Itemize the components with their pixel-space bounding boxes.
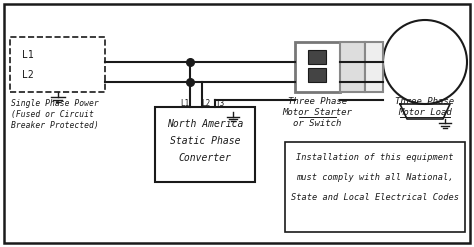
Text: North America: North America <box>167 119 243 129</box>
Text: Converter: Converter <box>179 153 231 163</box>
Text: Motor Starter: Motor Starter <box>283 108 353 117</box>
Text: or Switch: or Switch <box>293 119 342 128</box>
Text: must comply with all National,: must comply with all National, <box>296 173 454 182</box>
Text: Static Phase: Static Phase <box>170 136 240 146</box>
Text: State and Local Electrical Codes: State and Local Electrical Codes <box>291 193 459 202</box>
Text: L2: L2 <box>201 99 210 108</box>
Text: Three Phase: Three Phase <box>288 97 347 106</box>
Bar <box>340 42 365 92</box>
Text: L1: L1 <box>180 99 189 108</box>
Bar <box>309 68 327 82</box>
Text: Installation of this equipment: Installation of this equipment <box>296 153 454 162</box>
Text: Single Phase Power: Single Phase Power <box>11 99 99 108</box>
Text: Motor Load: Motor Load <box>398 108 452 117</box>
Bar <box>295 42 340 92</box>
Text: L1: L1 <box>22 50 34 60</box>
Text: (Fused or Circuit: (Fused or Circuit <box>11 110 94 119</box>
Text: L2: L2 <box>22 70 34 80</box>
Text: T3: T3 <box>216 99 225 108</box>
Text: Three Phase: Three Phase <box>395 97 455 106</box>
Bar <box>309 50 327 64</box>
Bar <box>285 142 465 232</box>
Bar <box>10 37 105 92</box>
Bar <box>365 42 383 92</box>
Text: Breaker Protected): Breaker Protected) <box>11 121 99 130</box>
Bar <box>155 107 255 182</box>
